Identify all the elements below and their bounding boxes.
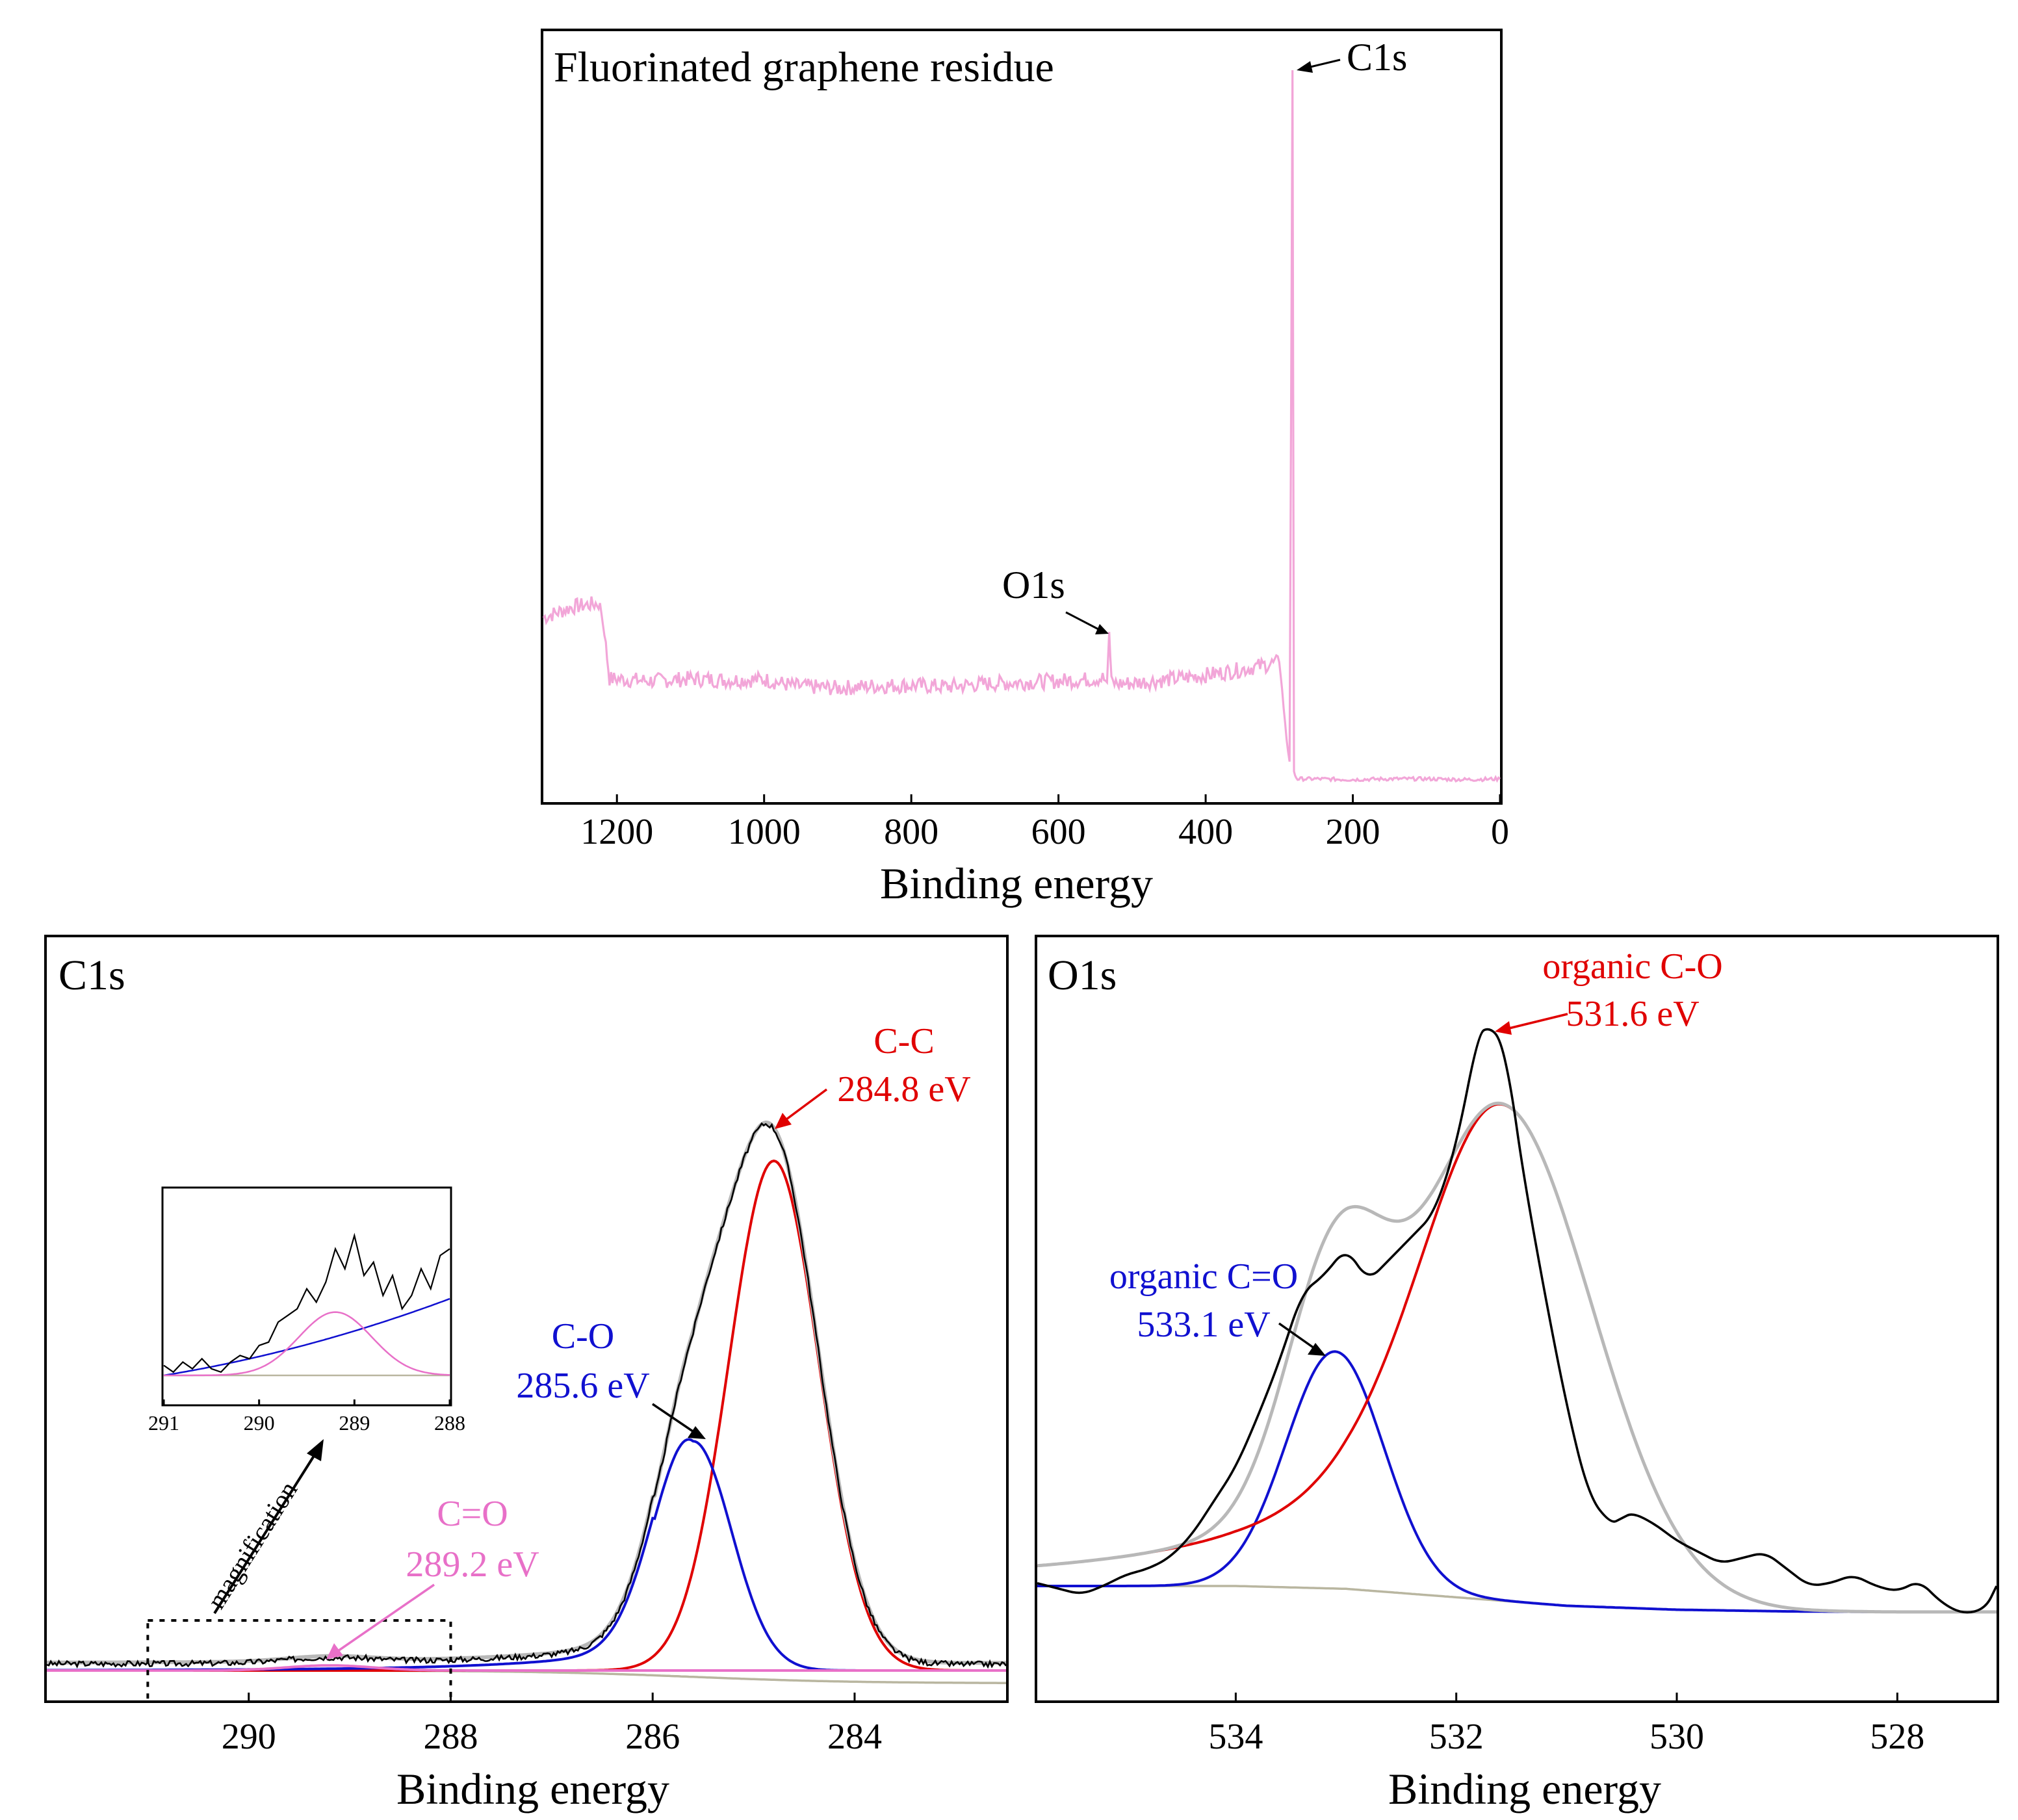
inset-x-tick-label: 288 bbox=[434, 1411, 465, 1435]
o1s-measured-line bbox=[1037, 1028, 1998, 1614]
co-arrow bbox=[652, 1403, 706, 1439]
inset-curves bbox=[163, 1232, 450, 1377]
survey-c1s-annotation: C1s bbox=[1347, 36, 1407, 79]
survey-x-tick-label: 400 bbox=[1178, 812, 1233, 852]
inset-co-tail-line bbox=[163, 1297, 450, 1377]
survey-x-tick-label: 600 bbox=[1031, 812, 1086, 852]
survey-title: Fluorinated graphene residue bbox=[554, 44, 1054, 91]
ceo-arrow bbox=[326, 1583, 435, 1659]
c1s-title: C1s bbox=[58, 952, 125, 999]
inset-x-tick-label: 290 bbox=[244, 1411, 275, 1435]
o1s-ceo-energy-label: 533.1 eV bbox=[1137, 1305, 1270, 1345]
inset-measured-line bbox=[163, 1232, 450, 1373]
survey-o1s-arrow bbox=[1065, 611, 1109, 634]
c1s-inset-plot: 291 290 289 288 bbox=[148, 1186, 465, 1435]
c1s-measured-line bbox=[46, 1122, 1007, 1669]
o1s-ceo-arrow bbox=[1278, 1322, 1326, 1356]
magnification-arrow bbox=[213, 1439, 324, 1615]
c1s-x-tick-label: 286 bbox=[625, 1717, 680, 1757]
inset-x-ticks: 291 290 289 288 bbox=[148, 1399, 465, 1435]
c1s-x-tick-label: 284 bbox=[827, 1717, 882, 1757]
o1s-plot-frame bbox=[1035, 935, 1999, 1703]
cc-energy-label: 284.8 eV bbox=[837, 1069, 970, 1110]
survey-series-line bbox=[542, 70, 1501, 783]
co-name-label: C-O bbox=[552, 1316, 614, 1357]
inset-x-tick-label: 289 bbox=[339, 1411, 370, 1435]
o1s-x-tick-label: 528 bbox=[1870, 1717, 1924, 1757]
survey-panel: Fluorinated graphene residue Binding ene… bbox=[541, 29, 1509, 908]
survey-c1s-arrow bbox=[1297, 58, 1341, 73]
c1s-plot-frame bbox=[44, 935, 1009, 1703]
o1s-envelope-line bbox=[1037, 1101, 1997, 1614]
o1s-co-arrow bbox=[1495, 1013, 1568, 1035]
survey-x-tick-label: 1200 bbox=[580, 812, 653, 852]
survey-x-tick-label: 0 bbox=[1491, 812, 1509, 852]
c1s-component-ceo bbox=[47, 1664, 1006, 1672]
o1s-curves bbox=[1037, 1028, 1998, 1614]
c1s-zoom-region-box bbox=[146, 1619, 452, 1703]
c1s-curves bbox=[46, 1120, 1007, 1684]
o1s-x-ticks: 534 532 530 528 bbox=[1208, 1693, 1924, 1757]
c1s-x-tick-label: 290 bbox=[222, 1717, 276, 1757]
survey-x-tick-label: 800 bbox=[884, 812, 938, 852]
c1s-panel: C1s Binding energy 290 288 286 284 magnific… bbox=[44, 935, 1009, 1814]
o1s-x-tick-label: 532 bbox=[1429, 1717, 1484, 1757]
survey-x-ticks: 1200 1000 800 600 400 200 0 bbox=[580, 794, 1509, 852]
cc-arrow bbox=[775, 1088, 828, 1129]
inset-x-tick-label: 291 bbox=[148, 1411, 179, 1435]
o1s-co-energy-label: 531.6 eV bbox=[1566, 994, 1699, 1034]
c1s-x-axis-label: Binding energy bbox=[396, 1764, 669, 1814]
o1s-x-tick-label: 534 bbox=[1208, 1717, 1263, 1757]
inset-ceo-line bbox=[164, 1311, 450, 1377]
cc-name-label: C-C bbox=[873, 1021, 934, 1061]
inset-frame bbox=[161, 1186, 452, 1407]
o1s-ceo-name-label: organic C=O bbox=[1109, 1256, 1298, 1297]
c1s-x-ticks: 290 288 286 284 bbox=[222, 1693, 882, 1757]
o1s-co-name-label: organic C-O bbox=[1542, 946, 1722, 987]
ceo-name-label: C=O bbox=[437, 1494, 508, 1534]
co-energy-label: 285.6 eV bbox=[516, 1366, 649, 1406]
survey-x-tick-label: 200 bbox=[1326, 812, 1380, 852]
o1s-x-axis-label: Binding energy bbox=[1388, 1764, 1661, 1814]
o1s-panel: O1s Binding energy 534 532 530 528 organic … bbox=[1035, 935, 1999, 1814]
survey-x-axis-label: Binding energy bbox=[880, 859, 1153, 908]
survey-o1s-annotation: O1s bbox=[1002, 564, 1065, 606]
c1s-x-tick-label: 288 bbox=[423, 1717, 478, 1757]
survey-x-tick-label: 1000 bbox=[728, 812, 801, 852]
o1s-x-tick-label: 530 bbox=[1649, 1717, 1704, 1757]
survey-plot-frame bbox=[541, 29, 1503, 805]
ceo-energy-label: 289.2 eV bbox=[406, 1544, 539, 1585]
o1s-title: O1s bbox=[1048, 952, 1117, 999]
